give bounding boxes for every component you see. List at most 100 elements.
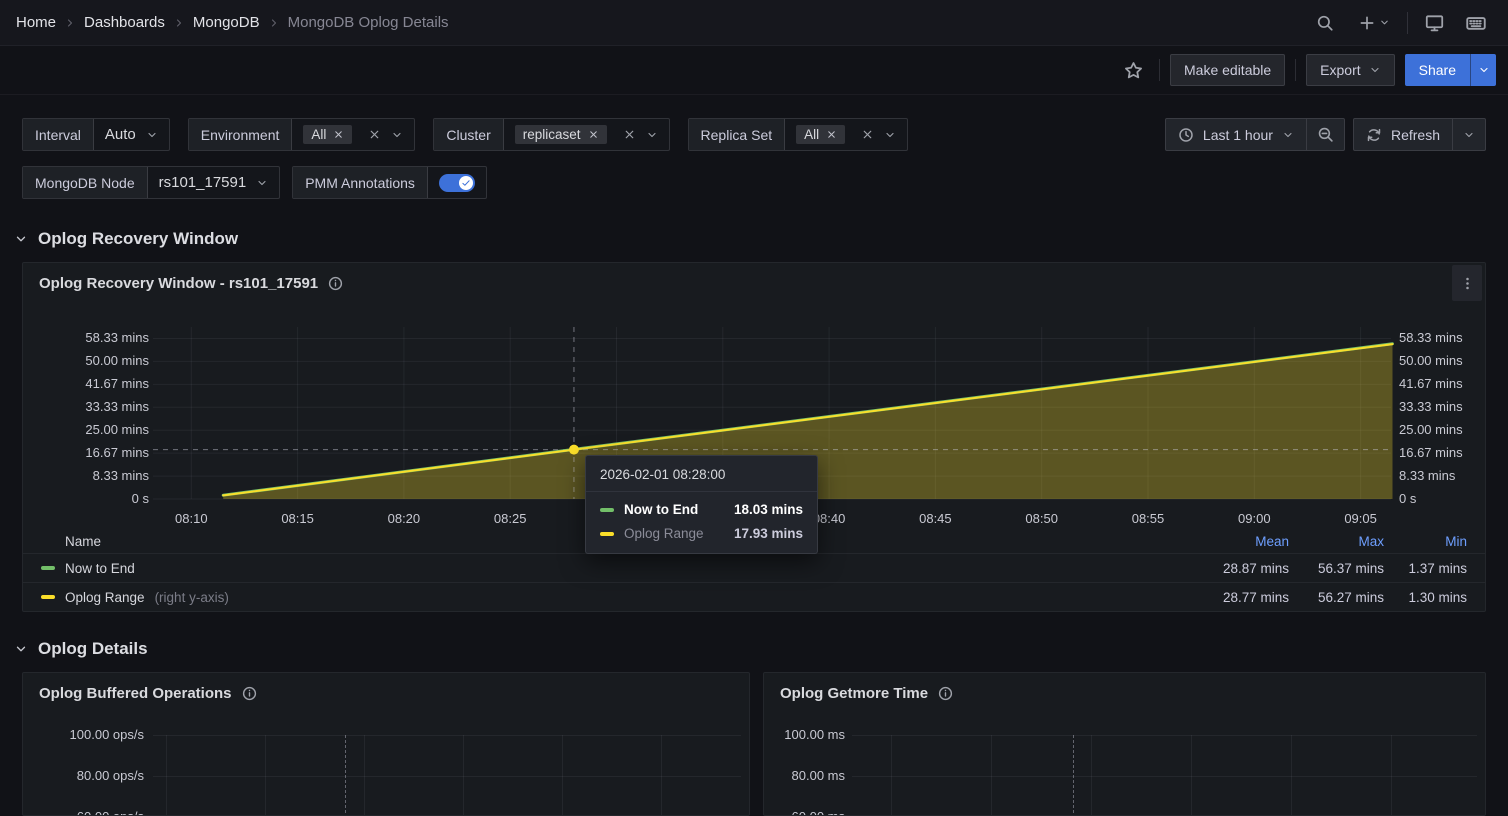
y-tick-label: 16.67 mins bbox=[85, 445, 149, 461]
variables-row-2: MongoDB Node rs101_17591 PMM Annotations bbox=[22, 166, 1486, 199]
share-menu-button[interactable] bbox=[1470, 54, 1496, 86]
legend-header-max[interactable]: Max bbox=[1358, 533, 1384, 549]
crosshair bbox=[345, 735, 346, 815]
dashboard-action-bar: Make editable Export Share bbox=[0, 46, 1508, 95]
time-range-label: Last 1 hour bbox=[1202, 126, 1273, 143]
info-icon[interactable] bbox=[938, 686, 953, 701]
tooltip-series-value: 18.03 mins bbox=[733, 502, 803, 517]
tooltip-row: Oplog Range 17.93 mins bbox=[600, 526, 803, 541]
legend-header-min[interactable]: Min bbox=[1445, 533, 1467, 549]
refresh-button[interactable]: Refresh bbox=[1354, 119, 1452, 150]
y-tick-label: 60.00 ms bbox=[764, 808, 845, 815]
x-tick-label: 08:10 bbox=[175, 511, 208, 526]
gridline bbox=[364, 735, 365, 815]
environment-chip[interactable]: All bbox=[303, 125, 353, 144]
panel-title[interactable]: Oplog Getmore Time bbox=[780, 685, 953, 702]
topbar-actions bbox=[1309, 7, 1492, 39]
legend-header-mean[interactable]: Mean bbox=[1255, 533, 1289, 549]
chevron-down-icon bbox=[646, 129, 658, 141]
cluster-select[interactable]: replicaset bbox=[504, 119, 669, 150]
interval-select[interactable]: Auto bbox=[94, 119, 169, 150]
search-icon bbox=[1316, 14, 1334, 32]
new-menu-button[interactable] bbox=[1351, 7, 1397, 39]
environment-select[interactable]: All bbox=[292, 119, 414, 150]
chevron-down-icon bbox=[1379, 17, 1390, 28]
y-tick-label: 0 s bbox=[1399, 491, 1417, 506]
replica-set-chip-label: All bbox=[804, 127, 820, 142]
star-icon bbox=[1124, 61, 1143, 80]
gridline bbox=[153, 776, 741, 777]
close-icon[interactable] bbox=[826, 129, 837, 140]
search-button[interactable] bbox=[1309, 7, 1341, 39]
panel-title[interactable]: Oplog Buffered Operations bbox=[39, 685, 257, 702]
panel-menu-button[interactable] bbox=[1452, 265, 1482, 301]
export-button[interactable]: Export bbox=[1306, 54, 1395, 86]
environment-variable: Environment All bbox=[187, 118, 416, 151]
refresh-icon bbox=[1366, 127, 1382, 143]
info-icon[interactable] bbox=[242, 686, 257, 701]
cluster-label: Cluster bbox=[434, 119, 504, 150]
y-tick-label: 16.67 mins bbox=[1399, 445, 1463, 461]
breadcrumb-home[interactable]: Home bbox=[16, 14, 57, 31]
replica-set-select[interactable]: All bbox=[785, 119, 907, 150]
gridline bbox=[1391, 735, 1392, 815]
legend-series-now-to-end[interactable]: Now to End bbox=[41, 561, 1189, 576]
panel-title-text: Oplog Recovery Window - rs101_17591 bbox=[39, 275, 319, 292]
breadcrumb-mongodb[interactable]: MongoDB bbox=[192, 14, 260, 31]
top-nav-bar: Home Dashboards MongoDB MongoDB Oplog De… bbox=[0, 0, 1508, 46]
y-axis-left: 58.33 mins 50.00 mins 41.67 mins 33.33 mins… bbox=[23, 263, 149, 613]
series-color-dash bbox=[41, 566, 55, 570]
replica-set-chip[interactable]: All bbox=[796, 125, 846, 144]
time-range-picker[interactable]: Last 1 hour bbox=[1166, 119, 1306, 150]
refresh-interval-button[interactable] bbox=[1452, 119, 1485, 150]
share-split-button: Share bbox=[1404, 54, 1496, 86]
keyboard-shortcuts-button[interactable] bbox=[1460, 7, 1492, 39]
close-icon[interactable] bbox=[588, 129, 599, 140]
chart-tooltip: 2026-02-01 08:28:00 Now to End 18.03 min… bbox=[585, 455, 818, 554]
series-color-dash bbox=[41, 595, 55, 599]
breadcrumb-dashboards[interactable]: Dashboards bbox=[84, 14, 165, 31]
tooltip-series-value: 17.93 mins bbox=[733, 526, 803, 541]
legend-header-name[interactable]: Name bbox=[65, 533, 102, 549]
share-button[interactable]: Share bbox=[1404, 54, 1470, 86]
zoom-out-button[interactable] bbox=[1305, 119, 1344, 150]
gridline bbox=[852, 735, 1477, 736]
clear-selection-icon[interactable] bbox=[623, 128, 636, 141]
replica-set-label: Replica Set bbox=[688, 119, 786, 150]
cluster-chip[interactable]: replicaset bbox=[514, 125, 607, 144]
y-tick-label: 100.00 ms bbox=[784, 727, 845, 742]
kiosk-mode-button[interactable] bbox=[1418, 7, 1450, 39]
mongodb-node-label: MongoDB Node bbox=[23, 167, 148, 198]
gridline bbox=[1091, 735, 1092, 815]
check-icon bbox=[461, 178, 471, 188]
pmm-annotations-label: PMM Annotations bbox=[293, 167, 428, 198]
section-oplog-recovery-window[interactable]: Oplog Recovery Window bbox=[14, 225, 238, 253]
favorite-button[interactable] bbox=[1117, 54, 1149, 86]
panel-title[interactable]: Oplog Recovery Window - rs101_17591 bbox=[39, 275, 343, 292]
section-oplog-details[interactable]: Oplog Details bbox=[14, 635, 148, 663]
keyboard-icon bbox=[1466, 13, 1486, 33]
gridline bbox=[153, 735, 741, 736]
make-editable-button[interactable]: Make editable bbox=[1170, 54, 1286, 86]
close-icon[interactable] bbox=[333, 129, 344, 140]
y-tick-label: 8.33 mins bbox=[1399, 468, 1456, 484]
y-tick-label: 33.33 mins bbox=[85, 399, 149, 415]
y-tick-label: 41.67 mins bbox=[85, 376, 149, 392]
crosshair bbox=[1073, 735, 1074, 815]
gridline bbox=[265, 735, 266, 815]
refresh-label: Refresh bbox=[1390, 126, 1440, 143]
legend-series-oplog-range[interactable]: Oplog Range (right y-axis) bbox=[41, 590, 1189, 605]
clear-selection-icon[interactable] bbox=[368, 128, 381, 141]
divider bbox=[1159, 59, 1160, 81]
section-title: Oplog Recovery Window bbox=[38, 229, 239, 248]
tooltip-series-name: Now to End bbox=[624, 502, 699, 517]
gridline bbox=[661, 735, 662, 815]
gridline bbox=[1291, 735, 1292, 815]
mongodb-node-select[interactable]: rs101_17591 bbox=[148, 167, 280, 198]
y-tick-label: 60.00 ops/s bbox=[23, 808, 144, 815]
clear-selection-icon[interactable] bbox=[861, 128, 874, 141]
info-icon[interactable] bbox=[328, 276, 343, 291]
pmm-annotations-toggle[interactable] bbox=[438, 173, 475, 192]
time-series-plot[interactable] bbox=[153, 327, 1394, 500]
gridline bbox=[166, 735, 167, 815]
